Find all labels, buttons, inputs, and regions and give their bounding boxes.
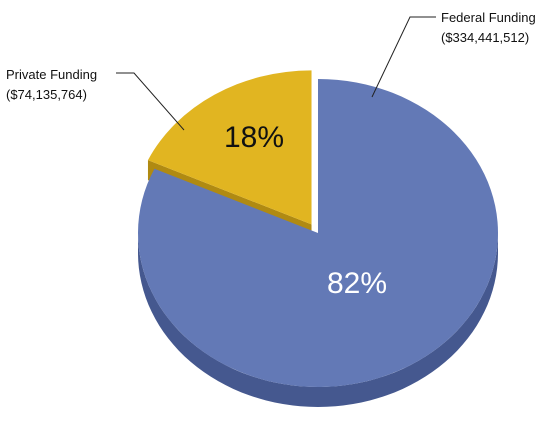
federal-funding-label: Federal Funding bbox=[441, 10, 536, 25]
private-funding-percent: 18% bbox=[224, 121, 284, 154]
federal-funding-slice bbox=[137, 79, 498, 388]
private-funding-amount: ($74,135,764) bbox=[6, 87, 87, 102]
private-funding-leader-line bbox=[116, 72, 185, 131]
private-funding-label: Private Funding bbox=[6, 67, 97, 82]
callout-leader-lines bbox=[116, 16, 436, 131]
federal-funding-amount: ($334,441,512) bbox=[441, 30, 529, 45]
federal-funding-percent: 82% bbox=[327, 267, 387, 300]
private-funding-slice bbox=[147, 70, 312, 225]
pie-slices bbox=[137, 70, 498, 388]
federal-funding-leader-line bbox=[371, 16, 436, 98]
